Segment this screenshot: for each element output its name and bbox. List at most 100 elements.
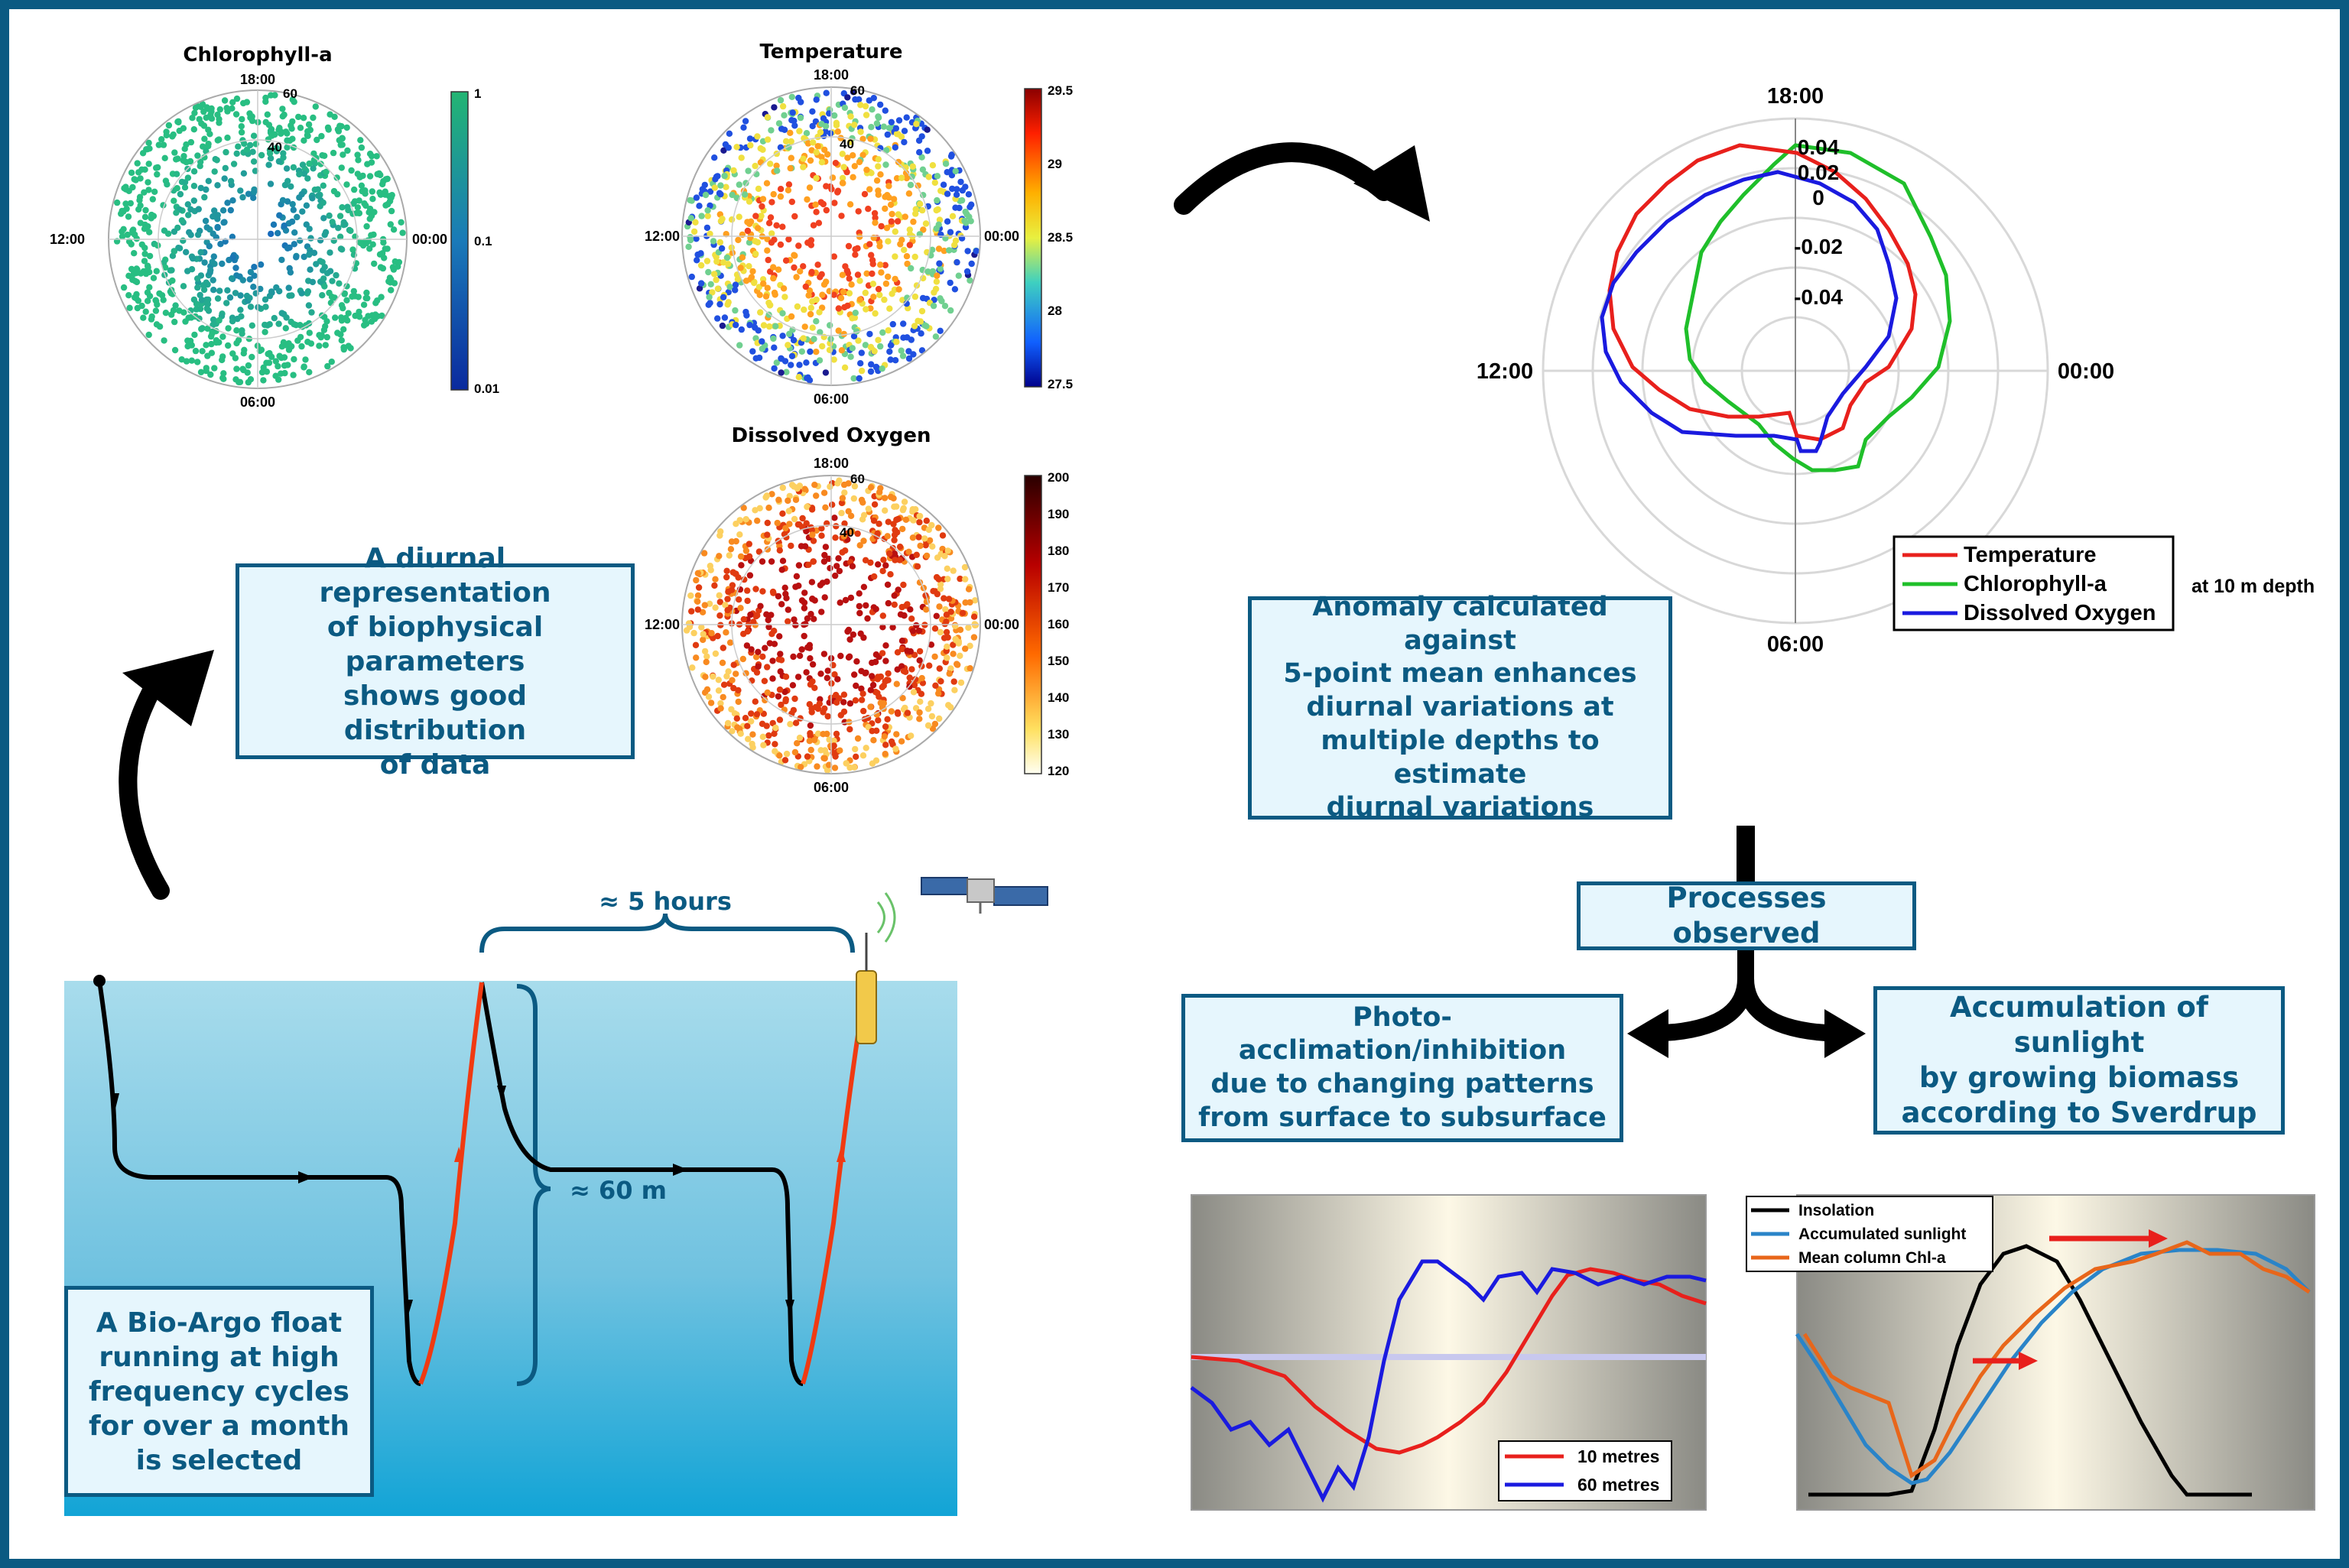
scatter-dot (725, 668, 732, 675)
scatter-dot (824, 674, 831, 681)
scatter-dot (197, 305, 204, 313)
scatter-dot (796, 734, 804, 742)
scatter-dot (818, 609, 825, 615)
scatter-dot (837, 652, 844, 660)
scatter-dot (373, 153, 380, 160)
scatter-dot (288, 218, 296, 226)
scatter-dot (695, 584, 703, 591)
scatter-dot (931, 625, 939, 632)
scatter-dot (175, 118, 182, 126)
scatter-dot (335, 225, 342, 232)
scatter-dot (694, 592, 702, 599)
scatter-dot (163, 128, 170, 135)
scatter-dot (830, 291, 837, 298)
scatter-dot (203, 186, 210, 193)
scatter-dot (872, 651, 880, 658)
scatter-dot (915, 182, 921, 189)
scatter-dot (229, 254, 236, 261)
scatter-dot (210, 253, 217, 260)
scatter-dot (194, 152, 201, 159)
scatter-dot (297, 237, 304, 244)
scatter-dot (893, 516, 900, 524)
scatter-dot (885, 125, 893, 131)
scatter-dot (867, 687, 875, 693)
scatter-dot (703, 653, 710, 660)
scatter-dot (924, 126, 931, 133)
scatter-dot (334, 190, 341, 198)
scatter-dot (848, 281, 855, 288)
scatter-dot (223, 300, 230, 307)
scatter-dot (764, 531, 771, 538)
scatter-dot (266, 321, 273, 328)
scatter-dot (821, 747, 829, 754)
scatter-dot (777, 651, 784, 657)
scatter-dot (782, 257, 790, 264)
scatter-dot (288, 292, 295, 299)
scatter-dot (922, 220, 930, 227)
colorbar-tick-label: 180 (1048, 544, 1069, 558)
scatter-dot (800, 164, 807, 170)
scatter-dot (279, 196, 287, 204)
scatter-dot (276, 287, 283, 295)
scatter-dot (203, 279, 210, 286)
scatter-dot (171, 197, 177, 204)
scatter-dot (939, 532, 947, 539)
scatter-dot (324, 124, 332, 131)
scatter-dot (720, 147, 727, 154)
scatter-dot (164, 230, 172, 237)
scatter-dot (868, 673, 876, 680)
scatter-dot (944, 654, 950, 661)
scatter-dot (829, 174, 837, 181)
scatter-dot (332, 314, 339, 321)
scatter-dot (376, 189, 383, 196)
scatter-dot (343, 124, 350, 131)
scatter-dot (847, 113, 854, 120)
chl-r-outer: 60 (283, 86, 297, 101)
scatter-dot (832, 160, 840, 167)
scatter-dot (763, 722, 770, 729)
scatter-dot (773, 222, 780, 229)
scatter-dot (343, 297, 350, 304)
scatter-dot (882, 193, 889, 200)
scatter-dot (712, 650, 720, 657)
scatter-dot (791, 483, 798, 490)
scatter-dot (776, 686, 784, 693)
scatter-dot (811, 336, 817, 342)
anomaly-temperature-line (1607, 143, 1918, 442)
scatter-dot (759, 338, 765, 345)
scatter-dot (839, 495, 846, 502)
scatter-dot (811, 615, 817, 622)
scatter-dot (692, 641, 700, 648)
scatter-dot (137, 202, 144, 209)
float-line-5: is selected (135, 1444, 303, 1476)
scatter-dot (713, 254, 720, 261)
scatter-dot (735, 687, 742, 694)
depth-brace (516, 984, 551, 1386)
scatter-dot (911, 293, 919, 300)
scatter-dot (130, 226, 137, 233)
scatter-dot (826, 346, 833, 353)
scatter-dot (266, 150, 274, 157)
scatter-dot (753, 669, 761, 676)
scatter-dot (841, 489, 848, 496)
scatter-dot (934, 173, 941, 180)
scatter-dot (788, 542, 794, 550)
scatter-dot (153, 297, 160, 304)
scatter-dot (829, 502, 836, 508)
float-descent-1 (97, 980, 421, 1386)
scatter-dot (343, 181, 350, 188)
scatter-dot (737, 730, 744, 737)
scatter-dot (803, 130, 811, 137)
scatter-dot (308, 309, 315, 316)
scatter-dot (321, 232, 328, 239)
oxy-label-left: 12:00 (645, 617, 680, 632)
scatter-dot (184, 201, 191, 208)
chlorophyll-scatter (113, 92, 406, 386)
scatter-dot (871, 209, 879, 217)
legend-mean-chl: Mean column Chl-a (1798, 1249, 1946, 1267)
scatter-dot (858, 696, 866, 703)
scatter-dot (856, 375, 863, 382)
scatter-dot (685, 243, 692, 250)
scatter-dot (716, 553, 723, 560)
